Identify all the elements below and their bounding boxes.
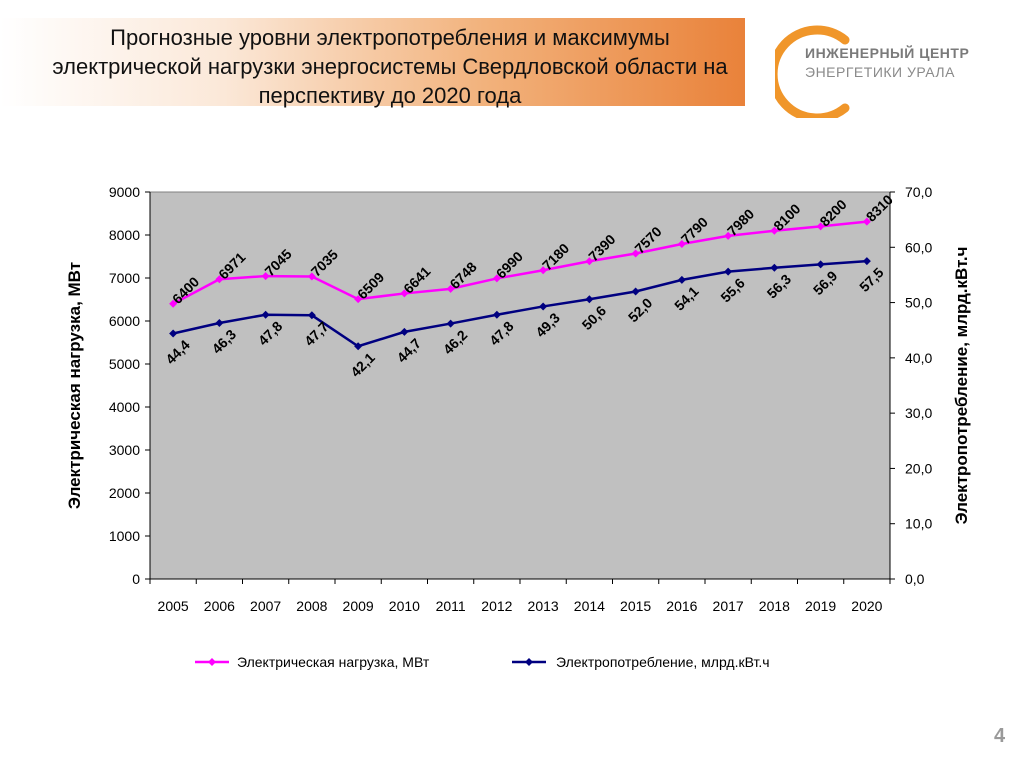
title-band: [0, 18, 745, 106]
right-axis-tick-label: 60,0: [905, 239, 932, 255]
left-axis-tick-label: 0: [132, 571, 140, 587]
series-1-point: [724, 231, 733, 240]
series-2-point: [215, 319, 224, 328]
legend-label-1: Электрическая нагрузка, МВт: [237, 654, 430, 670]
x-axis-tick-label: 2013: [528, 598, 559, 614]
series-1-point: [169, 299, 178, 308]
logo-line-1: ИНЖЕНЕРНЫЙ ЦЕНТР: [805, 45, 970, 61]
series-1-point: [816, 222, 825, 231]
logo-ring-icon: [775, 25, 850, 118]
series-1-point: [215, 275, 224, 284]
series-2-point: [261, 310, 270, 319]
series-line-1: [172, 220, 868, 305]
right-axis-label: Электропотребление, млрд.кВт.ч: [952, 246, 971, 524]
page-title: Прогнозные уровни электропотребления и м…: [52, 25, 728, 108]
right-axis-tick-label: 20,0: [905, 460, 932, 476]
x-axis-tick-label: 2005: [158, 598, 189, 614]
x-axis-tick-label: 2006: [204, 598, 235, 614]
right-axis-tick-label: 70,0: [905, 184, 932, 200]
series-1-point: [677, 240, 686, 249]
plot-area: [149, 191, 891, 580]
series-1-point: [354, 295, 363, 304]
slide-number: 4: [994, 725, 1006, 747]
series-2-point: [169, 329, 178, 338]
x-axis-tick-label: 2009: [343, 598, 374, 614]
series-1-point: [492, 274, 501, 283]
x-axis-tick-label: 2016: [666, 598, 697, 614]
right-axis-tick-label: 40,0: [905, 350, 932, 366]
x-axis-tick-label: 2015: [620, 598, 651, 614]
x-axis-tick-label: 2019: [805, 598, 836, 614]
series-2-point: [539, 302, 548, 311]
series-1-point: [631, 249, 640, 258]
series-2-point: [354, 342, 363, 351]
series-1-point: [400, 289, 409, 298]
legend-marker-1: [208, 658, 216, 666]
x-axis-tick-label: 2007: [250, 598, 281, 614]
x-axis-tick-label: 2010: [389, 598, 420, 614]
series-1-point: [585, 257, 594, 266]
legend-marker-2: [525, 658, 533, 666]
left-axis-tick-label: 1000: [109, 528, 140, 544]
series-2-point: [770, 263, 779, 272]
series-1-point: [539, 266, 548, 275]
right-axis-tick-label: 50,0: [905, 295, 932, 311]
x-axis-tick-label: 2018: [759, 598, 790, 614]
series-2-point: [816, 260, 825, 269]
right-axis-tick-label: 0,0: [905, 571, 925, 587]
left-axis-tick-label: 9000: [109, 184, 140, 200]
left-axis-tick-label: 5000: [109, 356, 140, 372]
company-logo: ИНЖЕНЕРНЫЙ ЦЕНТР ЭНЕРГЕТИКИ УРАЛА: [775, 18, 1015, 118]
series-2-point: [446, 319, 455, 328]
series-2-point: [307, 311, 316, 320]
series-2-point: [585, 295, 594, 304]
x-axis-tick-label: 2011: [436, 598, 466, 614]
left-axis-tick-label: 7000: [109, 270, 140, 286]
left-axis-tick-label: 6000: [109, 313, 140, 329]
x-axis-tick-label: 2014: [574, 598, 605, 614]
x-axis-tick-label: 2020: [851, 598, 882, 614]
left-axis-tick-label: 2000: [109, 485, 140, 501]
left-axis-tick-label: 3000: [109, 442, 140, 458]
series-1-point: [770, 226, 779, 235]
series-2-point: [400, 327, 409, 336]
series-1-point: [446, 284, 455, 293]
right-axis-tick-label: 10,0: [905, 516, 932, 532]
series-2-point: [677, 275, 686, 284]
left-axis-label: Электрическая нагрузка, МВт: [65, 262, 84, 509]
legend-label-2: Электропотребление, млрд.кВт.ч: [556, 654, 770, 670]
series-1-point: [261, 272, 270, 281]
x-axis-tick-label: 2017: [713, 598, 744, 614]
series-1-point: [862, 217, 871, 226]
x-axis-tick-label: 2008: [296, 598, 327, 614]
left-axis-tick-label: 8000: [109, 227, 140, 243]
series-line-2: [172, 259, 867, 348]
series-2-point: [862, 257, 871, 266]
series-2-point: [724, 267, 733, 276]
series-2-point: [492, 310, 501, 319]
left-axis-tick-label: 4000: [109, 399, 140, 415]
series-2-point: [631, 287, 640, 296]
right-axis-tick-label: 30,0: [905, 405, 932, 421]
logo-line-2: ЭНЕРГЕТИКИ УРАЛА: [805, 64, 955, 80]
x-axis-tick-label: 2012: [481, 598, 512, 614]
series-1-point: [307, 272, 316, 281]
